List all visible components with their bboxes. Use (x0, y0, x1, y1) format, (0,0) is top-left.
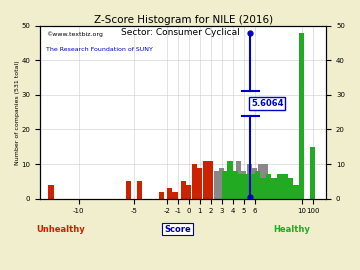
Bar (282, 174, 288, 199)
Bar (277, 174, 282, 199)
Bar (192, 164, 197, 199)
Bar (219, 167, 224, 199)
Bar (225, 174, 230, 199)
Bar (241, 171, 246, 199)
Text: 5.6064: 5.6064 (251, 99, 283, 108)
Text: Unhealthy: Unhealthy (36, 225, 85, 234)
Bar (258, 164, 263, 199)
Bar (247, 164, 252, 199)
Bar (310, 147, 315, 199)
Bar (230, 171, 235, 199)
Bar (255, 171, 260, 199)
Bar (252, 167, 257, 199)
Bar (49, 185, 54, 199)
Bar (167, 188, 172, 199)
Bar (227, 161, 233, 199)
Bar (126, 181, 131, 199)
Text: Score: Score (164, 225, 191, 234)
Bar (266, 174, 271, 199)
Text: The Research Foundation of SUNY: The Research Foundation of SUNY (46, 46, 153, 52)
Bar (233, 171, 238, 199)
Y-axis label: Number of companies (531 total): Number of companies (531 total) (15, 60, 20, 164)
Bar (238, 174, 244, 199)
Bar (249, 174, 255, 199)
Bar (213, 171, 219, 199)
Bar (260, 178, 266, 199)
Bar (158, 192, 164, 199)
Bar (288, 178, 293, 199)
Bar (299, 33, 304, 199)
Text: Healthy: Healthy (274, 225, 310, 234)
Bar (222, 171, 227, 199)
Text: ©www.textbiz.org: ©www.textbiz.org (46, 31, 103, 37)
Bar (203, 161, 208, 199)
Bar (197, 167, 202, 199)
Bar (271, 178, 276, 199)
Title: Z-Score Histogram for NILE (2016): Z-Score Histogram for NILE (2016) (94, 15, 273, 25)
Text: Sector: Consumer Cyclical: Sector: Consumer Cyclical (121, 28, 239, 37)
Bar (244, 174, 249, 199)
Bar (235, 161, 241, 199)
Bar (172, 192, 177, 199)
Bar (186, 185, 191, 199)
Bar (208, 161, 213, 199)
Bar (136, 181, 142, 199)
Bar (181, 181, 186, 199)
Bar (263, 164, 269, 199)
Bar (293, 185, 299, 199)
